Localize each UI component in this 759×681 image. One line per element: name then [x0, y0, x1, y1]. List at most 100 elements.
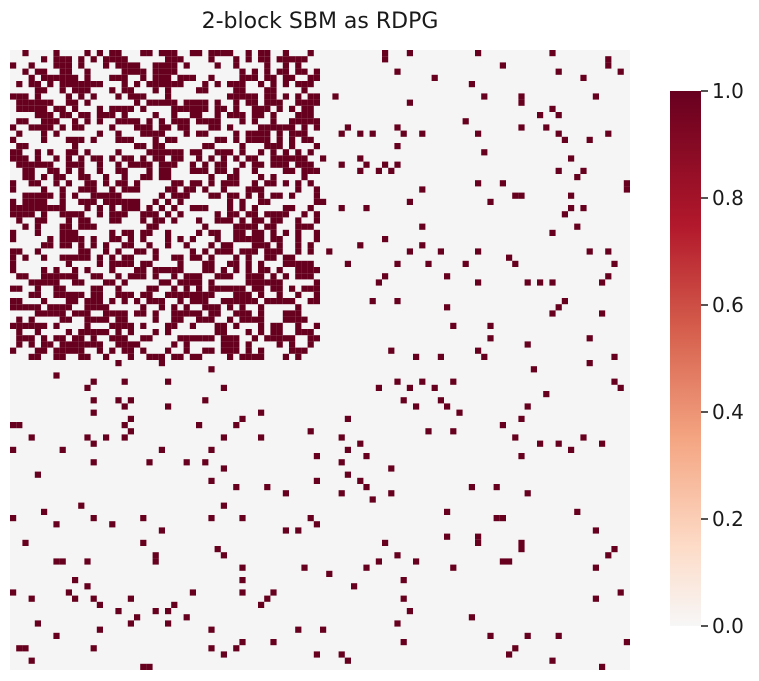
heatmap-cell: [84, 198, 91, 205]
heatmap-cell: [146, 99, 153, 106]
heatmap-cell: [227, 341, 234, 348]
heatmap-cell: [177, 74, 184, 81]
heatmap-cell: [276, 56, 283, 63]
heatmap-cell: [202, 81, 209, 88]
heatmap-cell: [189, 149, 196, 156]
heatmap-cell: [388, 347, 395, 354]
heatmap-cell: [146, 335, 153, 342]
heatmap-cell: [103, 316, 110, 323]
heatmap-cell: [72, 347, 79, 354]
heatmap-cell: [84, 205, 91, 212]
heatmap-cell: [270, 335, 277, 342]
heatmap-cell: [53, 50, 60, 57]
heatmap-cell: [313, 236, 320, 243]
heatmap-cell: [189, 353, 196, 360]
heatmap-cell: [196, 422, 203, 429]
heatmap-cell: [121, 211, 128, 218]
heatmap-cell: [307, 105, 314, 112]
heatmap-cell: [65, 68, 72, 75]
heatmap-cell: [140, 539, 147, 546]
heatmap-cell: [165, 167, 172, 174]
heatmap-cell: [115, 360, 122, 367]
heatmap-cell: [251, 93, 258, 100]
heatmap-cell: [84, 81, 91, 88]
heatmap-cell: [245, 99, 252, 106]
colorbar-tick-label: 0.8: [712, 186, 744, 210]
heatmap-cell: [41, 279, 48, 286]
heatmap-cell: [586, 360, 593, 367]
heatmap-cell: [152, 68, 159, 75]
heatmap-cell: [214, 62, 221, 69]
heatmap-cell: [127, 620, 134, 627]
heatmap-cell: [84, 223, 91, 230]
heatmap-cell: [400, 639, 407, 646]
heatmap-cell: [251, 242, 258, 249]
heatmap-cell: [282, 335, 289, 342]
heatmap-cell: [140, 124, 147, 131]
heatmap-cell: [28, 335, 35, 342]
heatmap-cell: [59, 316, 66, 323]
heatmap-cell: [357, 477, 364, 484]
heatmap-cell: [16, 130, 23, 137]
heatmap-cell: [208, 124, 215, 131]
heatmap-cell: [202, 143, 209, 150]
heatmap-cell: [22, 198, 29, 205]
heatmap-cell: [202, 335, 209, 342]
colorbar-tick-label: 0.2: [712, 507, 744, 531]
heatmap-cell: [270, 87, 277, 94]
heatmap-cell: [239, 639, 246, 646]
heatmap-cell: [103, 180, 110, 187]
heatmap-cell: [140, 50, 147, 57]
heatmap-cell: [16, 285, 23, 292]
heatmap-cell: [165, 279, 172, 286]
heatmap-cell: [245, 353, 252, 360]
heatmap-cell: [251, 136, 258, 143]
heatmap-cell: [165, 291, 172, 298]
heatmap-cell: [202, 260, 209, 267]
heatmap-cell: [239, 415, 246, 422]
heatmap-cell: [171, 310, 178, 317]
heatmap-cell: [196, 87, 203, 94]
heatmap-cell: [599, 310, 606, 317]
heatmap-cell: [78, 223, 85, 230]
heatmap-cell: [301, 112, 308, 119]
heatmap-cell: [158, 74, 165, 81]
heatmap-cell: [208, 229, 215, 236]
heatmap-cell: [258, 260, 265, 267]
heatmap-cell: [363, 161, 370, 168]
heatmap-cell: [220, 298, 227, 305]
heatmap-cell: [444, 508, 451, 515]
heatmap-cell: [96, 130, 103, 137]
heatmap-cell: [282, 62, 289, 69]
heatmap-cell: [388, 490, 395, 497]
heatmap-cell: [251, 273, 258, 280]
heatmap-cell: [270, 639, 277, 646]
heatmap-cell: [16, 149, 23, 156]
heatmap-cell: [84, 99, 91, 106]
heatmap-cell: [227, 248, 234, 255]
heatmap-cell: [264, 254, 271, 261]
heatmap-cell: [295, 316, 302, 323]
heatmap-cell: [214, 118, 221, 125]
heatmap-cell: [382, 50, 389, 57]
heatmap-cell: [239, 291, 246, 298]
heatmap-cell: [276, 236, 283, 243]
heatmap-cell: [214, 149, 221, 156]
heatmap-cell: [59, 192, 66, 199]
heatmap-cell: [140, 143, 147, 150]
heatmap-cell: [109, 50, 116, 57]
heatmap-cell: [121, 242, 128, 249]
heatmap-cell: [245, 347, 252, 354]
heatmap-cell: [16, 161, 23, 168]
heatmap-cell: [16, 645, 23, 652]
adjacency-heatmap: [10, 50, 630, 670]
heatmap-cell: [109, 112, 116, 119]
heatmap-cell: [96, 601, 103, 608]
heatmap-cell: [413, 403, 420, 410]
heatmap-cell: [96, 211, 103, 218]
heatmap-cell: [270, 248, 277, 255]
heatmap-cell: [524, 341, 531, 348]
heatmap-cell: [109, 198, 116, 205]
heatmap-cell: [78, 279, 85, 286]
heatmap-cell: [382, 539, 389, 546]
